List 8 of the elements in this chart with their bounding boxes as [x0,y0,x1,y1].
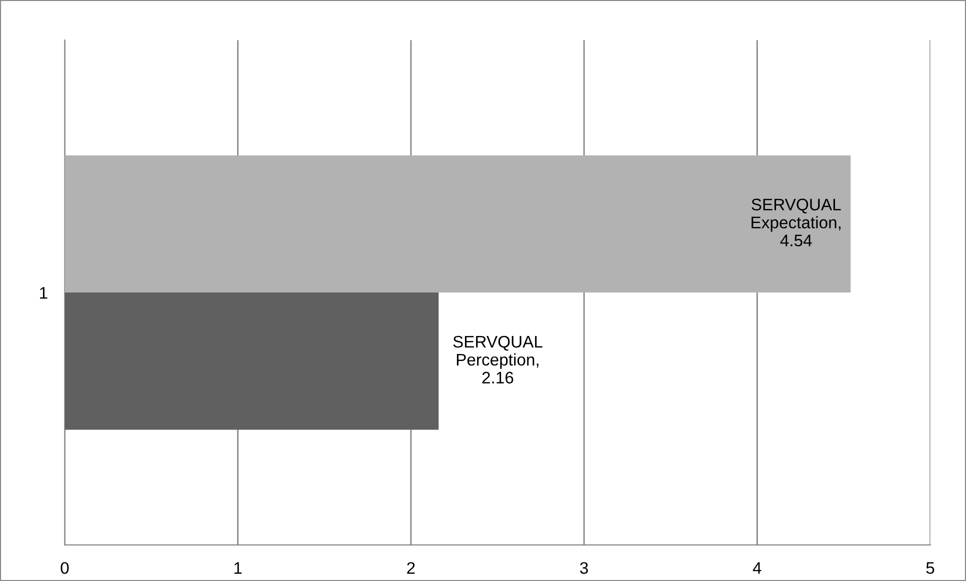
x-tick-label: 0 [60,562,69,574]
data-label: SERVQUAL Perception, 2.16 [453,336,542,384]
x-tick-label: 2 [407,562,415,574]
x-tick-label: 3 [580,562,588,574]
x-tick-label: 5 [926,562,934,574]
data-label: SERVQUAL Expectation, 4.54 [752,198,841,246]
x-tick-label: 1 [234,562,242,574]
x-tick-label: 4 [752,562,762,574]
